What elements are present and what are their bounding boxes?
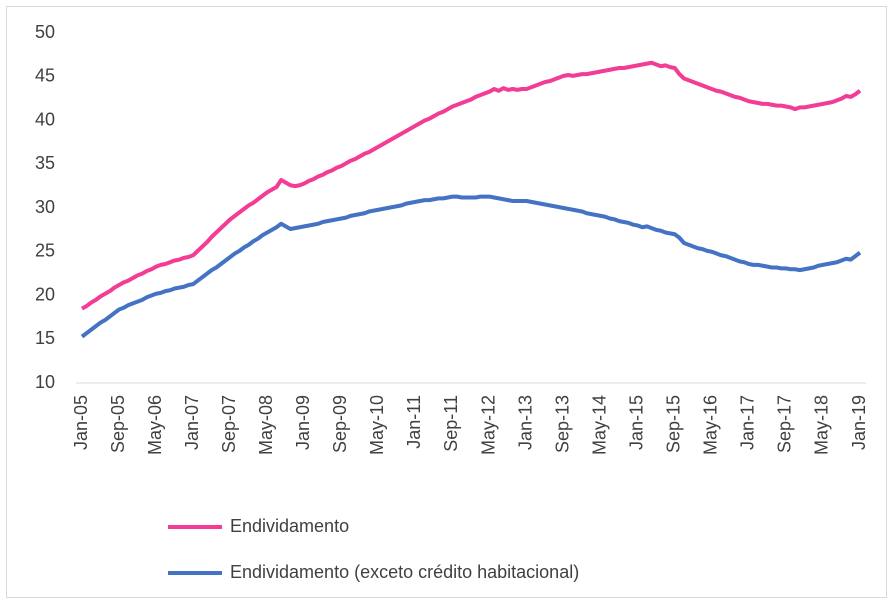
y-tick-label: 15: [35, 328, 55, 348]
legend-label: Endividamento (exceto crédito habitacion…: [230, 562, 579, 582]
x-tick-label: Jan-17: [738, 395, 758, 450]
x-tick-label: Sep-09: [330, 395, 350, 453]
x-tick-label: Jan-07: [182, 395, 202, 450]
x-tick-label: Jan-09: [293, 395, 313, 450]
x-tick-label: Sep-05: [108, 395, 128, 453]
x-tick-label: May-12: [478, 395, 498, 455]
x-tick-label: Jan-05: [71, 395, 91, 450]
x-tick-label: Sep-13: [552, 395, 572, 453]
y-tick-label: 25: [35, 241, 55, 261]
x-tick-label: May-08: [256, 395, 276, 455]
y-tick-label: 35: [35, 153, 55, 173]
x-tick-label: Jan-11: [404, 395, 424, 449]
chart-border: [6, 6, 887, 598]
y-tick-label: 20: [35, 284, 55, 304]
y-tick-label: 10: [35, 372, 55, 392]
x-tick-label: May-16: [701, 395, 721, 455]
data-line: [81, 60, 862, 311]
x-tick-label: Sep-15: [664, 395, 684, 453]
x-tick-label: Sep-17: [775, 395, 795, 453]
x-tick-label: Sep-07: [219, 395, 239, 453]
y-tick-label: 45: [35, 66, 55, 86]
x-tick-label: Jan-15: [626, 395, 646, 450]
y-tick-label: 30: [35, 197, 55, 217]
x-tick-label: May-14: [589, 395, 609, 455]
x-tick-label: Jan-19: [849, 395, 869, 450]
y-tick-label: 50: [35, 22, 55, 42]
x-tick-label: May-18: [812, 395, 832, 455]
x-tick-label: May-10: [367, 395, 387, 455]
x-tick-label: Sep-11: [441, 395, 461, 452]
x-tick-label: May-06: [145, 395, 165, 455]
legend-label: Endividamento: [230, 516, 349, 536]
y-tick-label: 40: [35, 109, 55, 129]
x-tick-label: Jan-13: [515, 395, 535, 450]
data-line: [80, 194, 862, 339]
